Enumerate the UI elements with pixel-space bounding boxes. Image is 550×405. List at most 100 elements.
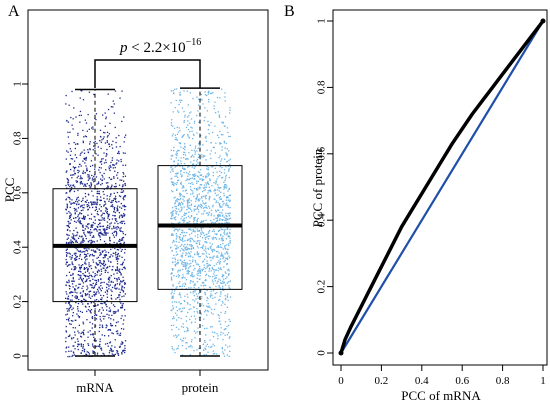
jitter-point	[112, 304, 115, 306]
jitter-point	[190, 203, 193, 205]
jitter-point	[189, 304, 191, 306]
jitter-point	[180, 194, 182, 196]
jitter-point	[121, 295, 123, 298]
jitter-point	[104, 219, 106, 221]
jitter-point	[197, 297, 199, 299]
jitter-point	[100, 225, 102, 228]
jitter-point	[97, 345, 99, 347]
jitter-point	[212, 350, 214, 352]
jitter-point	[208, 211, 211, 213]
jitter-point	[111, 218, 114, 220]
jitter-point	[197, 162, 199, 164]
jitter-point	[89, 231, 91, 233]
jitter-point	[205, 205, 207, 207]
jitter-point	[108, 352, 111, 354]
jitter-point	[183, 110, 185, 113]
jitter-point	[173, 127, 176, 129]
jitter-point	[208, 124, 211, 127]
jitter-point	[179, 195, 181, 197]
jitter-point	[214, 280, 217, 282]
jitter-point	[214, 152, 216, 154]
jitter-point	[206, 233, 208, 236]
jitter-point	[105, 208, 107, 210]
jitter-point	[97, 279, 99, 281]
jitter-point	[205, 273, 208, 275]
jitter-point	[182, 276, 184, 278]
jitter-point	[172, 211, 174, 213]
jitter-point	[104, 302, 106, 304]
jitter-point	[217, 270, 219, 272]
jitter-point	[122, 291, 125, 293]
jitter-point	[91, 225, 93, 227]
jitter-point	[111, 286, 114, 289]
jitter-point	[84, 271, 87, 273]
jitter-point	[108, 166, 110, 168]
jitter-point	[222, 134, 224, 136]
jitter-point	[114, 310, 116, 313]
jitter-point	[112, 140, 114, 142]
jitter-point	[200, 284, 202, 287]
jitter-point	[116, 177, 119, 179]
jitter-point	[193, 350, 195, 352]
jitter-point	[101, 307, 103, 309]
jitter-point	[76, 259, 78, 261]
jitter-point	[116, 260, 119, 262]
jitter-point	[183, 231, 186, 234]
jitter-point	[183, 200, 185, 202]
jitter-point	[229, 280, 231, 283]
jitter-point	[184, 337, 186, 339]
jitter-point	[114, 230, 116, 232]
jitter-point	[114, 126, 116, 129]
jitter-point	[188, 182, 190, 184]
jitter-point	[210, 245, 212, 247]
jitter-point	[103, 260, 105, 262]
jitter-point	[97, 303, 99, 306]
jitter-point	[176, 199, 178, 201]
jitter-point	[215, 194, 218, 197]
jitter-point	[213, 269, 215, 271]
jitter-point	[89, 165, 92, 167]
jitter-point	[81, 258, 83, 261]
jitter-point	[104, 265, 106, 267]
jitter-point	[69, 264, 71, 266]
jitter-point	[110, 324, 112, 326]
jitter-point	[117, 310, 119, 312]
jitter-point	[72, 277, 74, 279]
jitter-point	[176, 198, 179, 200]
jitter-point	[124, 252, 126, 254]
jitter-point	[228, 270, 230, 272]
jitter-point	[220, 268, 222, 271]
jitter-point	[223, 289, 225, 291]
jitter-point	[207, 311, 209, 313]
jitter-point	[106, 325, 108, 327]
jitter-point	[196, 295, 199, 297]
jitter-point	[106, 131, 109, 133]
jitter-point	[183, 217, 185, 219]
jitter-point	[220, 206, 222, 208]
jitter-point	[181, 268, 184, 271]
jitter-point	[177, 172, 179, 174]
jitter-point	[186, 326, 188, 329]
jitter-point	[214, 233, 216, 235]
jitter-point	[178, 293, 180, 296]
jitter-point	[192, 256, 194, 258]
jitter-point	[173, 160, 175, 163]
jitter-point	[73, 167, 76, 169]
jitter-point	[124, 136, 126, 138]
jitter-point	[176, 261, 179, 263]
jitter-point	[96, 354, 99, 356]
jitter-point	[207, 265, 210, 267]
jitter-point	[181, 256, 183, 258]
jitter-point	[91, 323, 94, 325]
jitter-point	[116, 159, 118, 161]
jitter-point	[65, 263, 67, 265]
jitter-point	[181, 207, 183, 209]
jitter-point	[68, 197, 71, 199]
jitter-point	[209, 286, 211, 289]
jitter-point	[204, 236, 206, 239]
jitter-point	[187, 133, 189, 136]
jitter-point	[95, 118, 97, 121]
jitter-point	[205, 250, 207, 252]
jitter-point	[196, 114, 198, 117]
jitter-point	[115, 163, 117, 165]
